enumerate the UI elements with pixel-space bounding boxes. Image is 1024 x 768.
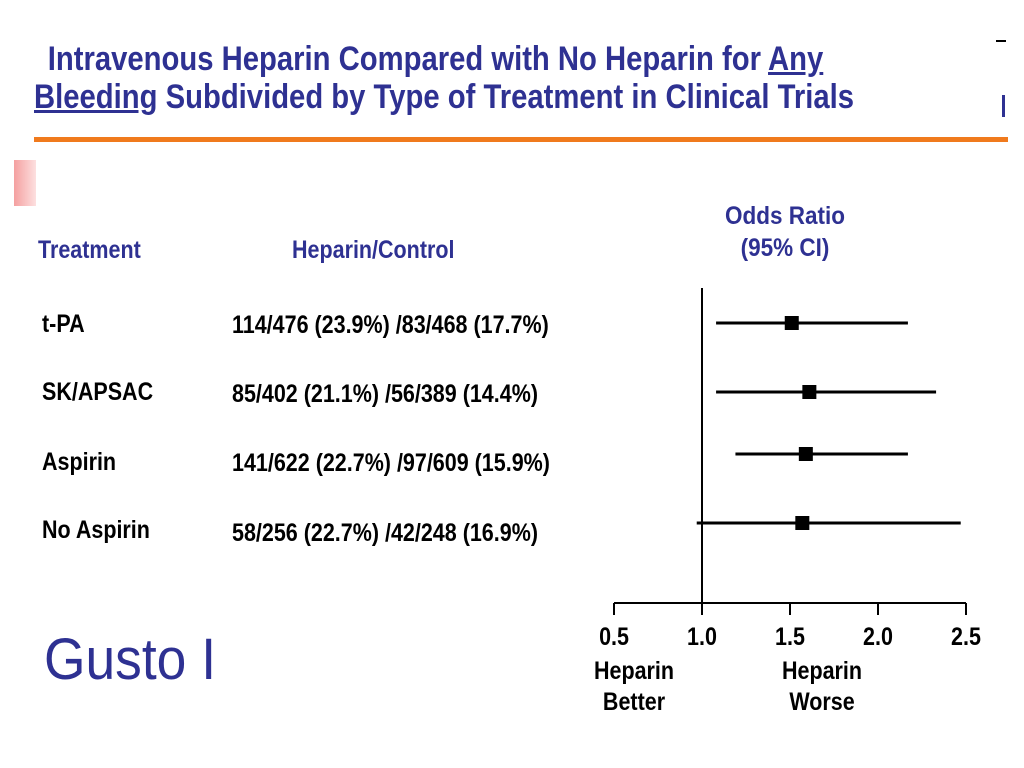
title-line-1: Intravenous Heparin Compared with No Hep… [34, 40, 860, 78]
row-treatment-aspirin: Aspirin [42, 448, 117, 476]
x-tick-label-4: 2.5 [951, 622, 981, 650]
header-or-line1: Odds Ratio [724, 202, 846, 230]
header-counts: Heparin/Control [292, 236, 455, 264]
row-counts-tpa: 114/476 (23.9%) /83/468 (17.7%) [232, 311, 549, 339]
point-estimate-2 [798, 447, 813, 461]
title-text-1: Intravenous Heparin Compared with No Hep… [47, 40, 769, 78]
title-underlined-bleeding: Bleeding [34, 78, 158, 116]
title-divider [34, 137, 1008, 142]
row-treatment-tpa: t-PA [42, 310, 85, 338]
edge-mark [996, 40, 1006, 42]
slide-title: Intravenous Heparin Compared with No Hep… [34, 40, 860, 116]
point-estimate-0 [784, 316, 799, 330]
edge-bar [1002, 95, 1005, 117]
axis-label-heparin-better: Heparin Better [581, 656, 688, 718]
title-underlined-any: Any [768, 40, 824, 78]
left-accent-bar [14, 160, 36, 206]
axis-label-worse-line1: Heparin [781, 657, 863, 685]
x-tick-label-3: 2.0 [863, 622, 893, 650]
x-tick-label-2: 1.5 [775, 622, 805, 650]
axis-label-worse-line2: Worse [789, 688, 855, 716]
row-counts-sk-apsac: 85/402 (21.1%) /56/389 (14.4%) [232, 380, 538, 408]
footer-label: Gusto I [44, 627, 217, 692]
point-estimate-3 [795, 516, 810, 530]
row-treatment-no-aspirin: No Aspirin [42, 516, 150, 544]
header-or-line2: (95% CI) [740, 234, 830, 262]
axis-label-better-line1: Heparin [593, 657, 675, 685]
title-text-2: Subdivided by Type of Treatment in Clini… [157, 78, 854, 116]
row-treatment-sk-apsac: SK/APSAC [42, 378, 154, 406]
header-odds-ratio: Odds Ratio (95% CI) [700, 200, 871, 264]
title-line-2: Bleeding Subdivided by Type of Treatment… [34, 78, 860, 116]
row-counts-no-aspirin: 58/256 (22.7%) /42/248 (16.9%) [232, 519, 538, 547]
header-treatment: Treatment [38, 236, 141, 264]
axis-label-better-line2: Better [602, 688, 666, 716]
point-estimate-1 [802, 385, 817, 399]
x-tick-label-1: 1.0 [687, 622, 717, 650]
row-counts-aspirin: 141/622 (22.7%) /97/609 (15.9%) [232, 449, 550, 477]
axis-label-heparin-worse: Heparin Worse [769, 656, 876, 718]
x-tick-label-0: 0.5 [599, 622, 629, 650]
